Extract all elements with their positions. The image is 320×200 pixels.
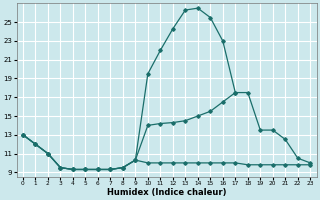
X-axis label: Humidex (Indice chaleur): Humidex (Indice chaleur): [107, 188, 226, 197]
